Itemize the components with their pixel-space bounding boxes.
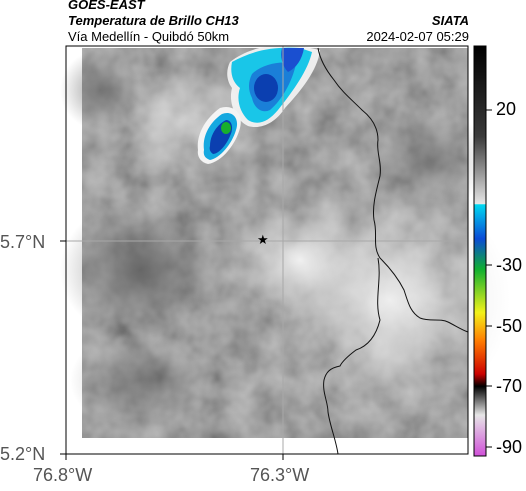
brightness-temperature-image: [60, 44, 510, 438]
location-marker-icon: ★: [257, 232, 269, 247]
datetime-label: 2024-02-07 05:29: [366, 29, 469, 44]
satellite-name: GOES-EAST: [68, 0, 145, 12]
colorbar-label: -70: [496, 376, 523, 396]
colorbar-label: 20: [496, 99, 517, 119]
lat-tick-label: 5.2°N: [0, 444, 46, 464]
product-title: Temperatura de Brillo CH13: [68, 13, 239, 28]
colorbar-label: -30: [496, 255, 523, 275]
colorbar-label: -50: [496, 316, 523, 336]
lat-tick-label: 5.7°N: [0, 232, 46, 252]
org-label: SIATA: [431, 13, 469, 28]
colorbar: [473, 45, 492, 457]
route-label: Vía Medellín - Quibdó 50km: [68, 29, 230, 44]
lon-tick-label: 76.8°W: [33, 465, 93, 485]
colorbar-label: -90: [496, 437, 523, 457]
lon-tick-label: 76.3°W: [250, 465, 310, 485]
boundary-line: [317, 47, 469, 455]
graticule-lines: [66, 46, 468, 454]
cold-cloud-tops: [197, 44, 320, 164]
